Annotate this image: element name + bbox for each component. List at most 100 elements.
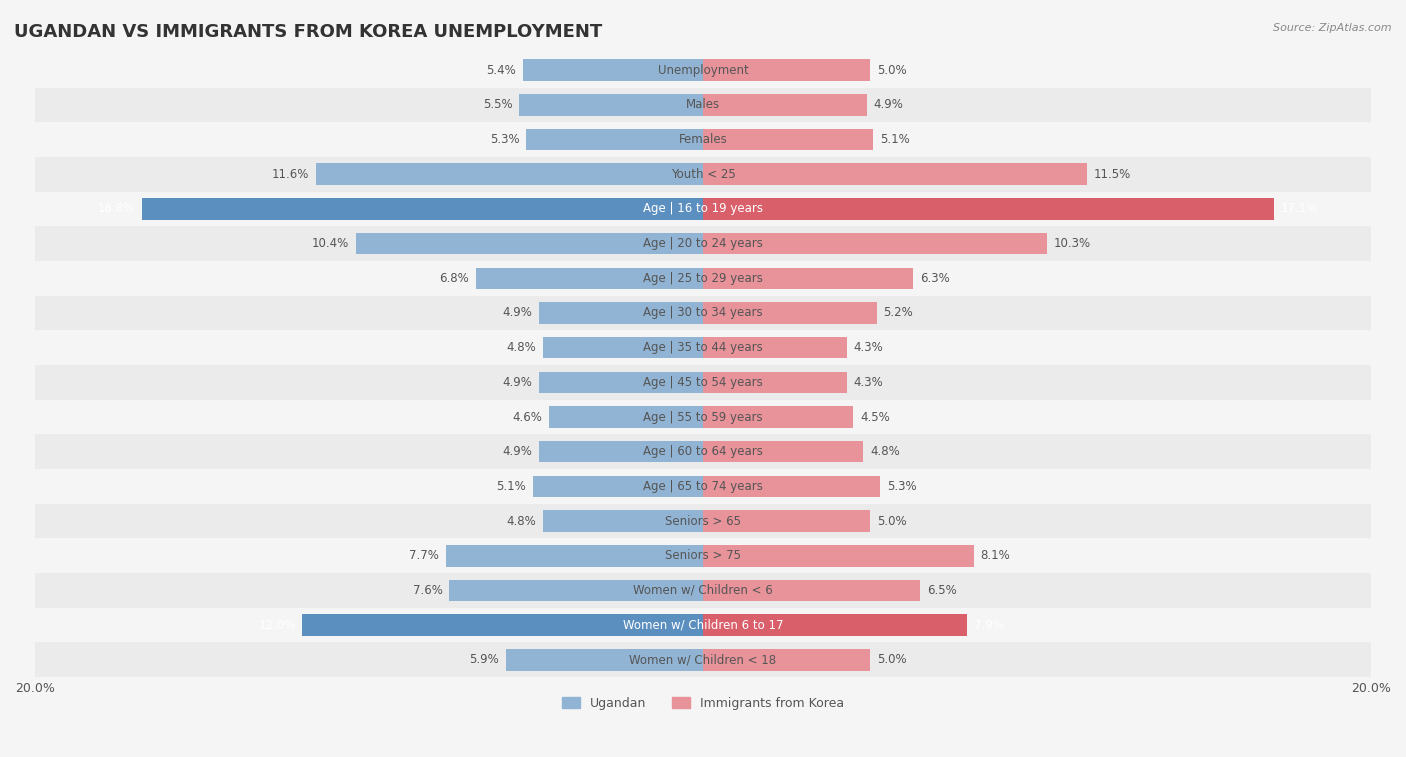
Bar xyxy=(703,580,920,601)
Text: 5.1%: 5.1% xyxy=(496,480,526,493)
Text: 4.3%: 4.3% xyxy=(853,376,883,389)
Bar xyxy=(533,475,703,497)
Text: 4.3%: 4.3% xyxy=(853,341,883,354)
Bar xyxy=(35,400,1371,435)
Bar xyxy=(519,94,703,116)
Text: Age | 16 to 19 years: Age | 16 to 19 years xyxy=(643,202,763,216)
Bar xyxy=(302,615,703,636)
Text: 5.3%: 5.3% xyxy=(489,133,519,146)
Text: 5.1%: 5.1% xyxy=(880,133,910,146)
Text: 10.4%: 10.4% xyxy=(312,237,349,250)
Text: Women w/ Children < 6: Women w/ Children < 6 xyxy=(633,584,773,597)
Bar xyxy=(506,649,703,671)
Text: 12.0%: 12.0% xyxy=(259,618,295,631)
Bar xyxy=(35,573,1371,608)
Text: 4.6%: 4.6% xyxy=(513,410,543,423)
Bar xyxy=(703,267,914,289)
Bar xyxy=(540,441,703,463)
Text: 5.3%: 5.3% xyxy=(887,480,917,493)
Bar xyxy=(703,407,853,428)
Text: Source: ZipAtlas.com: Source: ZipAtlas.com xyxy=(1274,23,1392,33)
Bar xyxy=(703,198,1274,220)
Bar xyxy=(35,330,1371,365)
Bar xyxy=(703,60,870,81)
Text: 4.5%: 4.5% xyxy=(860,410,890,423)
Text: 11.6%: 11.6% xyxy=(271,168,309,181)
Text: Age | 35 to 44 years: Age | 35 to 44 years xyxy=(643,341,763,354)
Text: 6.8%: 6.8% xyxy=(440,272,470,285)
Bar xyxy=(142,198,703,220)
Text: 4.9%: 4.9% xyxy=(873,98,903,111)
Text: 4.9%: 4.9% xyxy=(503,307,533,319)
Text: Age | 25 to 29 years: Age | 25 to 29 years xyxy=(643,272,763,285)
Text: 5.5%: 5.5% xyxy=(484,98,513,111)
Bar xyxy=(35,435,1371,469)
Bar xyxy=(543,510,703,532)
Text: 6.3%: 6.3% xyxy=(920,272,950,285)
Bar xyxy=(35,88,1371,122)
Bar xyxy=(550,407,703,428)
Bar xyxy=(703,441,863,463)
Bar xyxy=(315,164,703,185)
Text: Age | 45 to 54 years: Age | 45 to 54 years xyxy=(643,376,763,389)
Text: 4.8%: 4.8% xyxy=(506,515,536,528)
Bar xyxy=(449,580,703,601)
Bar xyxy=(703,372,846,393)
Text: Women w/ Children 6 to 17: Women w/ Children 6 to 17 xyxy=(623,618,783,631)
Bar xyxy=(35,296,1371,330)
Text: 16.8%: 16.8% xyxy=(98,202,135,216)
Text: 4.8%: 4.8% xyxy=(870,445,900,458)
Bar xyxy=(35,261,1371,296)
Bar xyxy=(356,233,703,254)
Bar xyxy=(543,337,703,358)
Text: Seniors > 75: Seniors > 75 xyxy=(665,550,741,562)
Bar xyxy=(35,157,1371,192)
Bar xyxy=(446,545,703,566)
Bar xyxy=(35,192,1371,226)
Text: 7.7%: 7.7% xyxy=(409,550,439,562)
Text: 5.0%: 5.0% xyxy=(877,515,907,528)
Text: Females: Females xyxy=(679,133,727,146)
Text: Age | 30 to 34 years: Age | 30 to 34 years xyxy=(643,307,763,319)
Text: 17.1%: 17.1% xyxy=(1281,202,1319,216)
Text: Age | 20 to 24 years: Age | 20 to 24 years xyxy=(643,237,763,250)
Text: 7.6%: 7.6% xyxy=(412,584,443,597)
Bar xyxy=(703,164,1087,185)
Bar xyxy=(35,538,1371,573)
Text: Age | 65 to 74 years: Age | 65 to 74 years xyxy=(643,480,763,493)
Text: 5.0%: 5.0% xyxy=(877,64,907,76)
Bar xyxy=(703,337,846,358)
Text: 10.3%: 10.3% xyxy=(1053,237,1091,250)
Text: UGANDAN VS IMMIGRANTS FROM KOREA UNEMPLOYMENT: UGANDAN VS IMMIGRANTS FROM KOREA UNEMPLO… xyxy=(14,23,602,41)
Text: Unemployment: Unemployment xyxy=(658,64,748,76)
Bar xyxy=(540,302,703,324)
Text: 5.9%: 5.9% xyxy=(470,653,499,666)
Bar xyxy=(35,122,1371,157)
Text: Males: Males xyxy=(686,98,720,111)
Bar xyxy=(703,94,866,116)
Bar xyxy=(703,510,870,532)
Bar xyxy=(703,129,873,151)
Text: Age | 60 to 64 years: Age | 60 to 64 years xyxy=(643,445,763,458)
Text: 11.5%: 11.5% xyxy=(1094,168,1130,181)
Text: 7.9%: 7.9% xyxy=(973,618,1004,631)
Text: 6.5%: 6.5% xyxy=(927,584,956,597)
Text: Women w/ Children < 18: Women w/ Children < 18 xyxy=(630,653,776,666)
Bar xyxy=(703,475,880,497)
Bar xyxy=(475,267,703,289)
Bar xyxy=(35,226,1371,261)
Text: 4.8%: 4.8% xyxy=(506,341,536,354)
Bar xyxy=(35,469,1371,503)
Bar xyxy=(703,233,1047,254)
Text: 4.9%: 4.9% xyxy=(503,445,533,458)
Text: 4.9%: 4.9% xyxy=(503,376,533,389)
Bar xyxy=(703,615,967,636)
Legend: Ugandan, Immigrants from Korea: Ugandan, Immigrants from Korea xyxy=(557,692,849,715)
Text: 5.2%: 5.2% xyxy=(883,307,912,319)
Bar xyxy=(703,649,870,671)
Text: 8.1%: 8.1% xyxy=(980,550,1010,562)
Bar xyxy=(703,302,877,324)
Text: Age | 55 to 59 years: Age | 55 to 59 years xyxy=(643,410,763,423)
Bar xyxy=(35,503,1371,538)
Bar xyxy=(523,60,703,81)
